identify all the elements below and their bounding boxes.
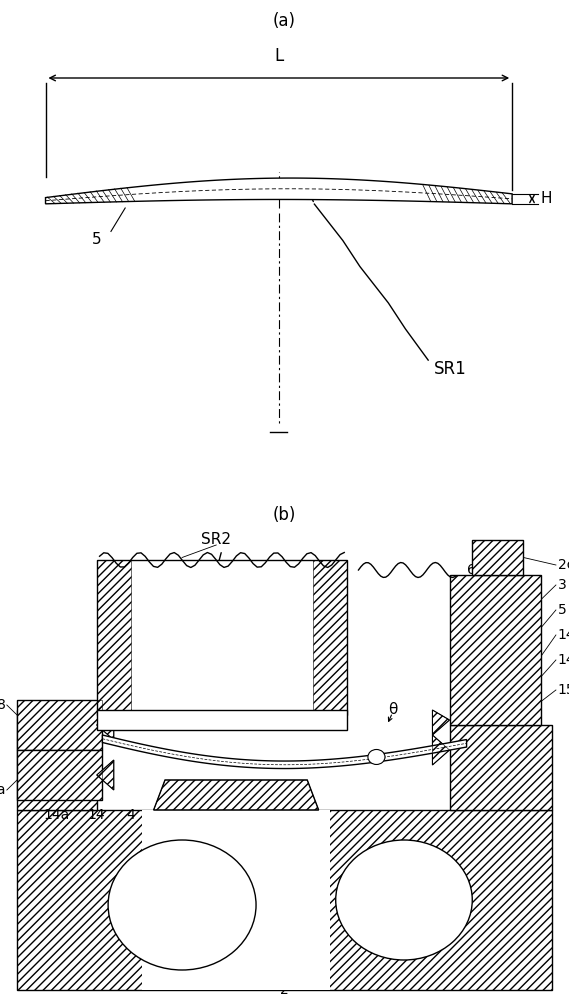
Text: (b): (b) [273,506,296,524]
Polygon shape [432,710,450,735]
Text: 4: 4 [126,808,135,822]
Text: 2: 2 [280,984,289,998]
Bar [472,540,523,575]
Text: 5: 5 [92,232,101,247]
Text: 14: 14 [88,808,105,822]
Circle shape [108,840,256,970]
Bar [17,810,552,990]
Polygon shape [46,178,512,204]
Bar [450,575,541,725]
Text: SR1: SR1 [434,360,467,378]
Text: 15: 15 [558,683,569,697]
Bar [17,710,97,810]
Text: 14c: 14c [558,628,569,642]
Circle shape [368,749,385,764]
Polygon shape [154,780,319,810]
Text: H: H [541,191,552,206]
Text: 3: 3 [558,578,566,592]
Bar [17,700,102,750]
Polygon shape [97,710,114,740]
Bar [17,750,102,800]
Text: 14b: 14b [558,653,569,667]
Bar [97,710,347,730]
Bar [97,560,347,715]
Text: 6a: 6a [179,628,196,642]
Bar [17,750,102,800]
Bar [450,575,541,725]
Text: θ: θ [388,702,397,718]
Text: 5: 5 [558,603,566,617]
Text: SR2: SR2 [201,532,231,548]
Polygon shape [432,735,450,765]
Polygon shape [142,810,330,990]
Bar [17,710,97,810]
Text: 14a: 14a [44,808,70,822]
Bar [17,700,102,750]
Text: 8a: 8a [0,783,6,797]
Text: 6: 6 [467,563,476,577]
Text: 8: 8 [0,698,6,712]
Text: (a): (a) [273,12,296,30]
Bar [472,540,523,575]
Bar [450,725,552,810]
Text: 2c: 2c [558,558,569,572]
Bar [450,725,552,810]
Text: L: L [274,47,283,65]
Text: 2a: 2a [174,898,191,912]
Circle shape [336,840,472,960]
Text: 2b: 2b [395,893,413,907]
Bar [17,810,552,990]
Polygon shape [97,760,114,790]
Polygon shape [102,735,467,769]
Text: C: C [47,733,57,747]
